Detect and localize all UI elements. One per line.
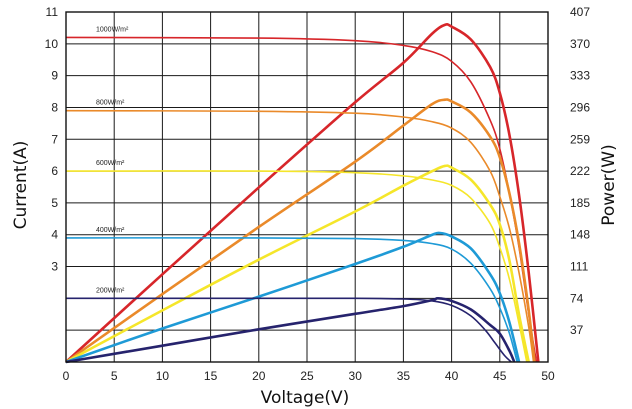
right-tick-label: 222 — [570, 164, 590, 178]
x-tick-label: 50 — [541, 369, 555, 383]
right-tick-label: 74 — [570, 291, 584, 305]
x-tick-label: 20 — [252, 369, 266, 383]
curves — [65, 22, 540, 364]
left-axis-title: Current(A) — [11, 141, 31, 230]
series-4-power-curve — [65, 297, 516, 364]
series-1-label: 800W/m² — [96, 100, 125, 107]
right-tick-label: 185 — [570, 196, 590, 210]
x-tick-label: 15 — [204, 369, 218, 383]
series-3-power-curve — [65, 231, 521, 364]
x-tick-label: 35 — [397, 369, 411, 383]
right-tick-label: 296 — [570, 100, 590, 114]
series-2-power-curve — [65, 164, 530, 364]
x-tick-label: 25 — [300, 369, 314, 383]
left-tick-label: 6 — [51, 164, 58, 178]
plot-border — [65, 11, 549, 363]
x-axis-ticks: 0 5 10 15 20 25 30 35 40 45 50 — [63, 369, 555, 383]
x-tick-label: 40 — [445, 369, 459, 383]
x-tick-label: 30 — [349, 369, 363, 383]
left-tick-label: 4 — [51, 228, 58, 242]
left-tick-label: 11 — [46, 5, 59, 19]
right-tick-label: 111 — [570, 260, 589, 274]
x-tick-label: 5 — [111, 369, 118, 383]
series-2-label: 600W/m² — [96, 160, 125, 167]
right-tick-label: 333 — [570, 69, 590, 83]
right-tick-label: 407 — [570, 5, 590, 19]
left-axis-ticks: 3 4 5 6 7 8 9 10 11 — [45, 5, 59, 274]
series-3-current-curve — [65, 237, 518, 363]
right-tick-label: 259 — [570, 132, 590, 146]
right-axis-title: Power(W) — [599, 144, 619, 225]
series-3-label: 400W/m² — [96, 227, 125, 234]
x-tick-label: 45 — [493, 369, 507, 383]
series-1-power-curve — [65, 98, 536, 364]
right-tick-label: 370 — [570, 37, 590, 51]
series-4-current-curve — [66, 297, 512, 363]
series-4-label: 200W/m² — [96, 287, 125, 294]
right-tick-label: 37 — [570, 323, 584, 337]
left-tick-label: 8 — [51, 100, 58, 114]
right-axis-ticks: 37 74 111 148 185 222 259 296 333 370 407 — [570, 5, 590, 337]
left-tick-label: 5 — [51, 196, 58, 210]
series-1-current-curve — [65, 109, 535, 363]
left-tick-label: 7 — [51, 132, 58, 146]
series-0-label: 1000W/m² — [96, 26, 129, 33]
x-tick-label: 10 — [156, 369, 170, 383]
series-0-power-curve — [65, 22, 540, 363]
right-tick-label: 148 — [570, 228, 590, 242]
x-axis-title: Voltage(V) — [261, 388, 350, 408]
left-tick-label: 9 — [51, 69, 58, 83]
left-tick-label: 10 — [45, 37, 59, 51]
left-tick-label: 3 — [51, 260, 58, 274]
x-tick-label: 0 — [63, 369, 70, 383]
series-labels: 1000W/m² 800W/m² 600W/m² 400W/m² 200W/m² — [96, 26, 129, 294]
plot-frame — [65, 11, 549, 363]
series-2-current-curve — [65, 170, 528, 363]
